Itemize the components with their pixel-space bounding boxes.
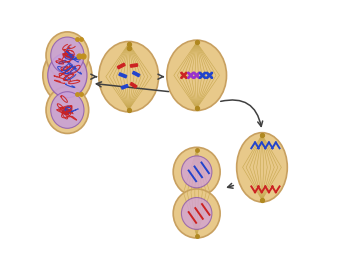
Ellipse shape	[173, 147, 220, 196]
Ellipse shape	[173, 189, 220, 238]
Ellipse shape	[46, 32, 89, 79]
Ellipse shape	[237, 133, 287, 202]
Ellipse shape	[43, 47, 92, 103]
Ellipse shape	[46, 87, 89, 133]
Ellipse shape	[182, 198, 212, 229]
Ellipse shape	[182, 156, 212, 188]
Ellipse shape	[48, 53, 87, 98]
Ellipse shape	[99, 42, 158, 112]
Ellipse shape	[51, 92, 84, 128]
Ellipse shape	[167, 40, 226, 110]
Ellipse shape	[51, 37, 84, 74]
